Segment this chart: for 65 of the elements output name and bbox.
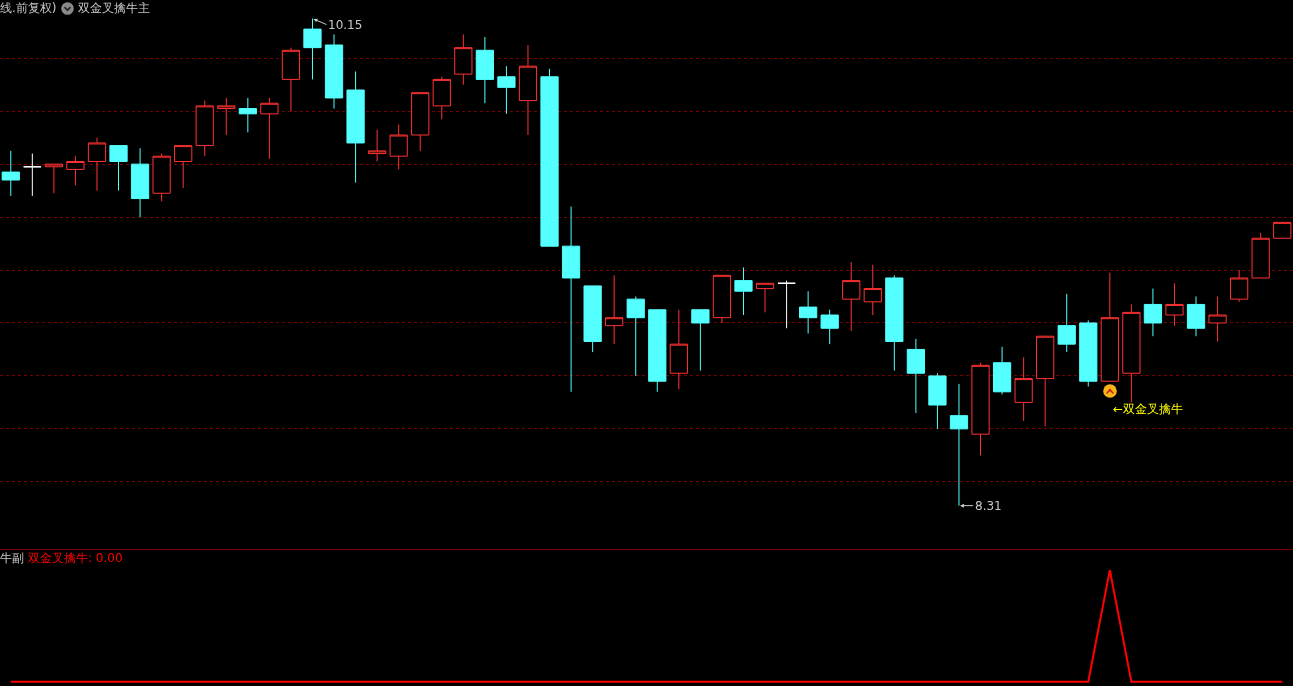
candlestick [389, 123, 408, 170]
candlestick [174, 145, 193, 189]
candlestick [1143, 288, 1163, 337]
candlestick [432, 76, 451, 120]
candlestick [885, 274, 904, 372]
candlestick [1100, 272, 1119, 382]
candlestick [820, 309, 839, 345]
chart-title: 牛副 [0, 551, 24, 566]
candlestick [217, 97, 236, 136]
candlestick [1036, 335, 1055, 427]
candlestick [66, 155, 85, 186]
candlestick [518, 44, 538, 136]
candlestick [44, 163, 63, 194]
candlestick [346, 70, 365, 184]
candlestick [691, 309, 710, 372]
annotation: 8.31 [975, 499, 1002, 513]
candlestick [281, 47, 301, 112]
candlestick [1208, 296, 1227, 343]
candlestick [130, 147, 150, 218]
candlestick [669, 309, 688, 390]
candlestick [712, 274, 732, 324]
candlestick [863, 264, 882, 316]
candlestick [949, 383, 969, 507]
candlestick [87, 137, 107, 192]
candlestick [626, 296, 645, 377]
candlestick [842, 261, 861, 332]
candlestick [497, 65, 516, 115]
chart-subtitle: 线.前复权) [0, 1, 57, 16]
candlestick [324, 33, 344, 110]
candlestick [734, 266, 753, 316]
annotation: ←双金叉擒牛 [1113, 402, 1184, 416]
candlestick [152, 153, 171, 202]
candlestick [23, 153, 42, 197]
candlestick [777, 280, 796, 329]
candlestick [195, 100, 214, 157]
candlestick [411, 92, 430, 152]
candlestick [971, 362, 990, 456]
candlestick [1186, 296, 1206, 337]
candlestick [1230, 269, 1249, 303]
candlestick [1014, 356, 1033, 422]
candlestick [475, 36, 494, 104]
candlestick [755, 282, 775, 313]
chart-title: 双金叉擒牛主 [77, 1, 150, 16]
candlestick [260, 97, 279, 160]
candlestick [540, 68, 559, 247]
candlestick [906, 338, 925, 414]
candlestick [928, 372, 947, 430]
candlestick [454, 33, 473, 86]
candlestick [1122, 303, 1141, 403]
candlestick [238, 97, 257, 133]
candlestick [109, 145, 128, 192]
candlestick [368, 129, 387, 162]
text: 双金叉擒牛: 0.00 [28, 551, 123, 566]
annotation: 10.15 [328, 18, 363, 32]
candlestick [648, 309, 667, 393]
candlestick [799, 290, 818, 335]
candlestick [1165, 282, 1184, 327]
candlestick [1251, 232, 1270, 279]
candlestick [992, 346, 1012, 395]
candlestick [1079, 319, 1098, 388]
candlestick [1057, 293, 1076, 353]
candlestick [1, 150, 20, 197]
candlestick [561, 205, 581, 393]
candlestick [605, 274, 624, 345]
candlestick [583, 285, 602, 353]
